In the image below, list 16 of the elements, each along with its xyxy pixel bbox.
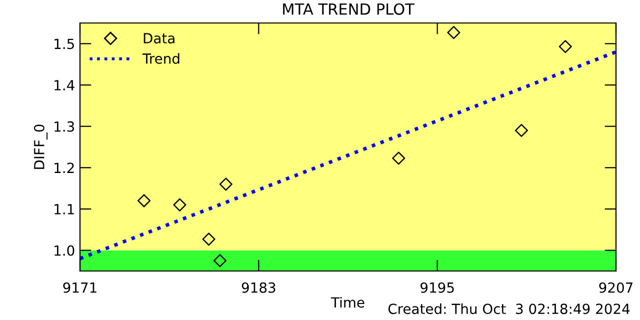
y-tick-label: 1.3 <box>54 121 74 132</box>
x-tick-label: 9207 <box>599 282 632 293</box>
x-tick-label: 9171 <box>63 282 96 293</box>
legend-label: Data <box>144 33 174 44</box>
y-tick-label: 1.4 <box>54 80 74 90</box>
chart-title: MTA TREND PLOT <box>283 3 414 15</box>
y-tick-label: 1.1 <box>54 204 74 214</box>
x-tick-label: 9195 <box>420 282 454 293</box>
x-tick-label: 9183 <box>242 282 276 293</box>
y-tick-label: 1.0 <box>54 245 74 256</box>
x-axis-title: Time <box>330 296 364 308</box>
y-axis-title: DIFF_0 <box>34 124 48 169</box>
y-tick-label: 1.2 <box>54 162 74 173</box>
text: Created: Thu Oct 3 02:18:49 2024 <box>388 303 630 314</box>
legend-label: Trend <box>142 53 180 64</box>
y-tick-label: 1.5 <box>54 38 74 50</box>
